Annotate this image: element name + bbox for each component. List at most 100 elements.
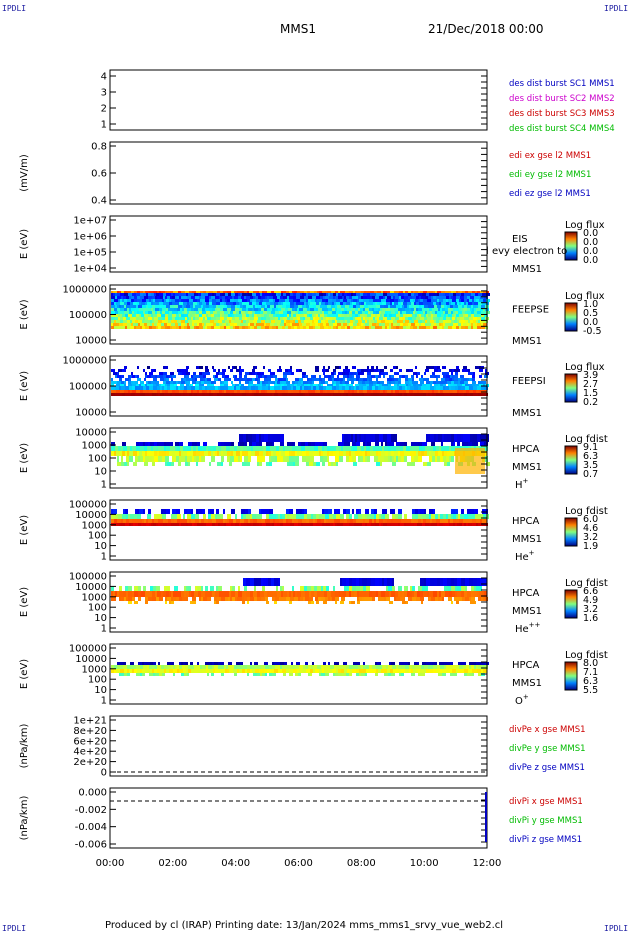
- spectrogram-cell: [405, 386, 407, 390]
- spectrogram-cell: [158, 456, 162, 462]
- spectrogram-cell: [436, 296, 438, 299]
- spectrogram-cell: [459, 293, 461, 296]
- spectrogram-cell: [449, 302, 451, 305]
- spectrogram-cell: [281, 451, 285, 456]
- spectrogram-cell: [192, 291, 196, 293]
- spectrogram-cell: [337, 308, 341, 311]
- spectrogram-cell: [165, 384, 167, 387]
- spectrogram-cell: [448, 311, 451, 314]
- spectrogram-cell: [111, 308, 114, 311]
- spectrogram-cell: [142, 451, 145, 456]
- spectrogram-cell: [474, 302, 478, 305]
- spectrogram-cell: [234, 296, 238, 299]
- spectrogram-cell: [378, 375, 381, 378]
- spectrogram-cell: [326, 519, 328, 523]
- spectrogram-cell: [379, 523, 381, 526]
- spectrogram-cell: [123, 446, 127, 451]
- spectrogram-cell: [175, 451, 179, 456]
- spectrogram-cell: [382, 326, 385, 329]
- spectrogram-cell: [256, 323, 260, 326]
- spectrogram-cell: [205, 369, 209, 372]
- spectrogram-cell: [254, 586, 256, 591]
- spectrogram-cell: [127, 446, 130, 451]
- spectrogram-cell: [322, 523, 326, 526]
- spectrogram-cell: [280, 381, 282, 384]
- spectrogram-cell: [480, 586, 482, 591]
- spectrogram-cell: [347, 308, 351, 311]
- spectrogram-cell: [479, 591, 482, 597]
- spectrogram-cell: [341, 323, 343, 326]
- spectrogram-cell: [170, 326, 172, 329]
- spectrogram-cell: [202, 384, 204, 387]
- spectrogram-cell: [477, 434, 480, 442]
- spectrogram-cell: [229, 669, 233, 673]
- spectrogram-cell: [243, 378, 247, 381]
- spectrogram-cell: [233, 519, 236, 523]
- spectrogram-cell: [134, 586, 138, 591]
- spectrogram-cell: [317, 665, 321, 669]
- spectrogram-cell: [462, 369, 465, 372]
- spectrogram-cell: [230, 597, 232, 601]
- spectrogram-cell: [212, 299, 216, 302]
- spectrogram-cell: [312, 314, 314, 317]
- spectrogram-cell: [473, 662, 476, 665]
- spectrogram-cell: [456, 299, 459, 302]
- spectrogram-cell: [402, 591, 404, 597]
- spectrogram-cell: [174, 586, 178, 591]
- spectrogram-cell: [218, 665, 221, 669]
- spectrogram-cell: [313, 451, 317, 456]
- spectrogram-cell: [430, 386, 434, 390]
- spectrogram-cell: [167, 662, 170, 665]
- spectrogram-cell: [415, 299, 418, 302]
- spectrogram-cell: [157, 314, 161, 317]
- spectrogram-cell: [193, 375, 196, 378]
- spectrogram-cell: [121, 519, 123, 523]
- spectrogram-cell: [390, 578, 392, 586]
- spectrogram-cell: [374, 519, 376, 523]
- date-title: 21/Dec/2018 00:00: [428, 22, 544, 36]
- spectrogram-cell: [205, 586, 208, 591]
- spectrogram-cell: [120, 320, 123, 323]
- spectrogram-cell: [420, 442, 422, 446]
- spectrogram-cell: [266, 601, 269, 604]
- spectrogram-cell: [175, 296, 177, 299]
- spectrogram-cell: [297, 326, 300, 329]
- spectrogram-cell: [388, 384, 391, 387]
- spectrogram-cell: [129, 669, 132, 673]
- spectrogram-cell: [116, 451, 118, 456]
- spectrogram-cell: [148, 314, 151, 317]
- colorbar-tick-label: 0.0: [583, 228, 598, 239]
- spectrogram-cell: [287, 372, 291, 375]
- spectrogram-cell: [206, 372, 210, 375]
- spectrogram-cell: [360, 586, 363, 591]
- spectrogram-cell: [468, 314, 471, 317]
- spectrogram-cell: [191, 509, 193, 514]
- spectrogram-cell: [204, 323, 206, 326]
- spectrogram-cell: [268, 451, 271, 456]
- spectrogram-cell: [266, 514, 269, 519]
- spectrogram-cell: [451, 578, 454, 586]
- spectrogram-cell: [246, 393, 248, 396]
- spectrogram-cell: [352, 442, 356, 446]
- spectrogram-cell: [221, 665, 224, 669]
- spectrogram-cell: [175, 523, 179, 526]
- spectrogram-cell: [297, 291, 300, 293]
- spectrogram-cell: [384, 597, 386, 601]
- spectrogram-cell: [204, 381, 208, 384]
- spectrogram-cell: [341, 308, 344, 311]
- x-tick-label: 12:00: [473, 858, 502, 869]
- y-tick-label: 100: [88, 454, 107, 465]
- spectrogram-cell: [239, 326, 242, 329]
- spectrogram-cell: [156, 446, 158, 451]
- spectrogram-cell: [440, 317, 443, 320]
- spectrogram-cell: [228, 442, 231, 446]
- spectrogram-cell: [350, 302, 352, 305]
- spectrogram-cell: [301, 384, 304, 387]
- spectrogram-cell: [177, 369, 181, 372]
- spectrogram-cell: [259, 434, 261, 442]
- spectrogram-cell: [175, 302, 179, 305]
- spectrogram-cell: [286, 305, 290, 308]
- spectrogram-cell: [179, 442, 183, 446]
- spectrogram-cell: [194, 665, 197, 669]
- spectrogram-cell: [157, 291, 159, 293]
